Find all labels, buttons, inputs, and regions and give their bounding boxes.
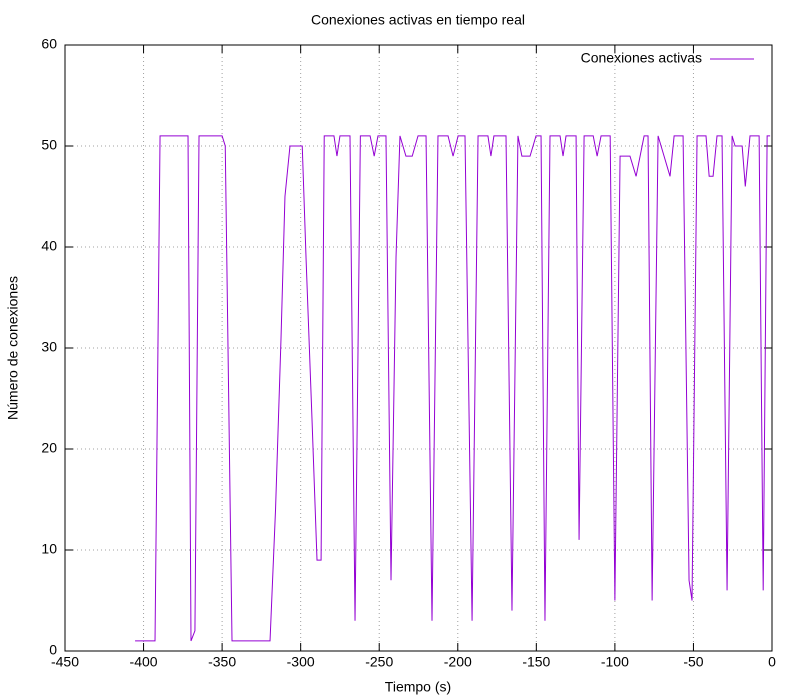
x-tick-label: -250 [365, 654, 393, 670]
x-tick-label: -200 [444, 654, 472, 670]
x-tick-label: -400 [130, 654, 158, 670]
y-tick-label: 60 [41, 36, 57, 52]
y-axis-label: Número de conexiones [5, 276, 21, 420]
x-tick-label: -350 [208, 654, 236, 670]
legend-label: Conexiones activas [581, 50, 702, 66]
x-tick-label: -300 [287, 654, 315, 670]
chart-title: Conexiones activas en tiempo real [311, 12, 525, 28]
y-tick-label: 0 [49, 642, 57, 658]
x-axis-label: Tiempo (s) [385, 679, 451, 695]
y-tick-label: 30 [41, 339, 57, 355]
x-tick-label: -100 [601, 654, 629, 670]
x-tick-label: -50 [683, 654, 703, 670]
x-tick-label: -150 [522, 654, 550, 670]
data-line [135, 135, 771, 642]
plot-border [64, 44, 773, 652]
y-tick-label: 50 [41, 137, 57, 153]
y-tick-label: 10 [41, 541, 57, 557]
x-tick-label: -450 [51, 654, 79, 670]
x-tick-label: 0 [768, 654, 776, 670]
y-tick-label: 40 [41, 238, 57, 254]
y-tick-label: 20 [41, 440, 57, 456]
